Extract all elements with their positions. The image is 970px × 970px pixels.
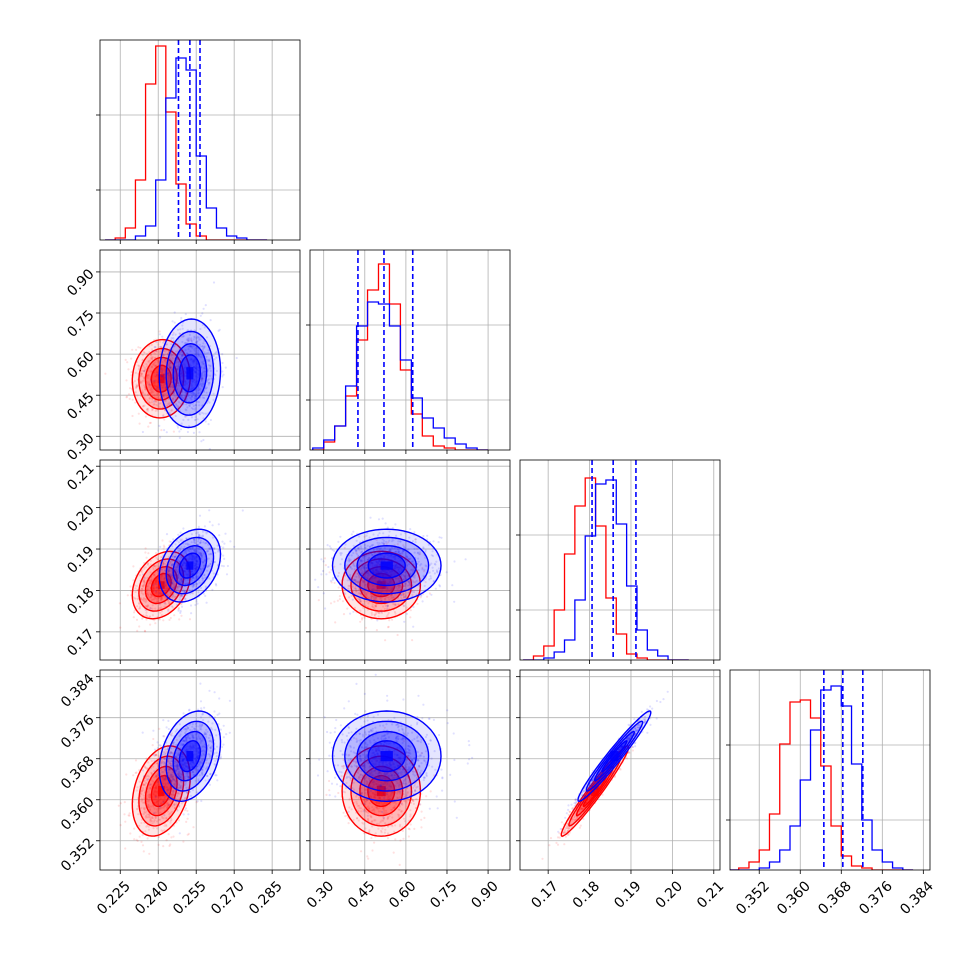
histogram-blue <box>523 479 689 660</box>
x-tick-label: 0.225 <box>94 878 134 918</box>
density-peak-red <box>157 785 165 797</box>
x-tick-label: 0.75 <box>427 878 460 911</box>
scatter-panel <box>96 249 301 454</box>
scatter-panel <box>516 669 721 874</box>
grid-lines <box>730 670 930 870</box>
y-tick-label: 0.17 <box>64 626 97 659</box>
grid-lines <box>100 460 300 660</box>
density-peak-blue <box>380 561 393 570</box>
x-tick-label: 0.45 <box>345 878 378 911</box>
density-peak-blue <box>186 367 194 380</box>
panel-frame <box>309 669 511 871</box>
panel-frame <box>99 249 301 451</box>
x-tick-label: 0.20 <box>653 878 686 911</box>
density-peak-blue <box>186 561 194 570</box>
panel-frame <box>99 39 301 241</box>
density-peak-red <box>591 785 599 797</box>
x-tick-label: 0.285 <box>246 878 286 918</box>
panel-frame <box>99 669 301 871</box>
x-tick-label: 0.368 <box>815 878 855 918</box>
x-tick-label: 0.90 <box>468 878 501 911</box>
x-tick-label: 0.352 <box>733 878 773 918</box>
density-peak-blue <box>610 751 619 762</box>
y-tick-label: 0.384 <box>58 671 98 711</box>
histogram-blue <box>312 301 489 450</box>
x-tick-label: 0.18 <box>570 878 603 911</box>
histogram-panel <box>306 249 511 454</box>
density-peak-red <box>157 581 165 589</box>
panel-frame <box>99 459 301 661</box>
panel-frame <box>309 249 511 451</box>
grid-lines <box>310 250 510 450</box>
x-tick-label: 0.255 <box>170 878 210 918</box>
y-tick-label: 0.19 <box>64 543 97 576</box>
x-tick-label: 0.240 <box>132 878 172 918</box>
y-tick-label: 0.30 <box>64 431 97 464</box>
y-tick-label: 0.45 <box>64 390 97 423</box>
histogram-red <box>730 699 914 870</box>
y-tick-label: 0.352 <box>58 835 98 875</box>
y-tick-label: 0.376 <box>58 712 98 752</box>
scatter-panel <box>96 669 301 874</box>
panel-frame <box>309 459 511 661</box>
x-tick-label: 0.360 <box>774 878 814 918</box>
grid-lines <box>100 670 300 870</box>
x-tick-label: 0.376 <box>856 878 896 918</box>
x-tick-label: 0.60 <box>386 878 419 911</box>
scatter-panel <box>306 459 511 664</box>
density-peak-blue <box>186 751 194 762</box>
panel-frame <box>519 669 721 871</box>
histogram-panel <box>96 39 301 244</box>
panel-frame <box>729 669 931 871</box>
x-tick-label: 0.384 <box>897 878 937 918</box>
scatter-points-blue <box>314 516 467 628</box>
x-tick-label: 0.270 <box>208 878 248 918</box>
scatter-panel <box>96 459 301 664</box>
scatter-panel <box>306 669 511 874</box>
x-tick-label: 0.17 <box>528 878 561 911</box>
x-tick-label: 0.30 <box>304 878 337 911</box>
histogram-red <box>105 45 268 240</box>
y-tick-label: 0.21 <box>64 461 97 494</box>
panel-frame <box>519 459 721 661</box>
grid-lines <box>520 670 720 870</box>
histogram-blue <box>730 685 914 870</box>
x-tick-label: 0.19 <box>611 878 644 911</box>
density-peak-red <box>157 374 165 384</box>
y-tick-label: 0.60 <box>64 348 97 381</box>
grid-lines <box>520 460 720 660</box>
x-tick-label: 0.21 <box>694 878 727 911</box>
histogram-panel <box>726 669 931 874</box>
y-tick-label: 0.20 <box>64 502 97 535</box>
histogram-panel <box>516 459 721 664</box>
y-tick-label: 0.75 <box>64 307 97 340</box>
grid-lines <box>310 460 510 660</box>
histogram-blue <box>105 57 268 240</box>
y-tick-label: 0.360 <box>58 794 98 834</box>
y-tick-label: 0.90 <box>64 266 97 299</box>
y-tick-label: 0.18 <box>64 585 97 618</box>
density-peak-blue <box>380 751 393 762</box>
y-tick-label: 0.368 <box>58 753 98 793</box>
